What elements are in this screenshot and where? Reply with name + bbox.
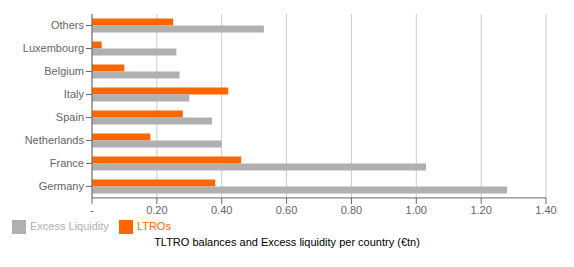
svg-text:France: France	[50, 157, 84, 169]
svg-text:Germany: Germany	[39, 180, 85, 192]
svg-text:Belgium: Belgium	[44, 65, 84, 77]
svg-text:1.20: 1.20	[470, 204, 491, 216]
svg-text:Spain: Spain	[56, 111, 84, 123]
html-text:Excess Liquidity: Excess Liquidity	[30, 219, 109, 232]
svg-text:1.00: 1.00	[406, 204, 427, 216]
svg-text:Luxembourg: Luxembourg	[23, 42, 84, 54]
svg-text:0.20: 0.20	[146, 204, 167, 216]
svg-text:1.40: 1.40	[535, 204, 556, 216]
svg-text:0.80: 0.80	[341, 204, 362, 216]
svg-text:0.40: 0.40	[211, 204, 232, 216]
svg-text:Italy: Italy	[64, 88, 85, 100]
html-text:TLTRO balances and Excess liqu: TLTRO balances and Excess liquidity per …	[154, 236, 420, 248]
svg-text:Others: Others	[51, 19, 85, 31]
svg-text:-: -	[90, 204, 94, 216]
html-text:LTROs: LTROs	[136, 219, 171, 232]
svg-text:0.60: 0.60	[276, 204, 297, 216]
svg-text:Netherlands: Netherlands	[25, 134, 85, 146]
